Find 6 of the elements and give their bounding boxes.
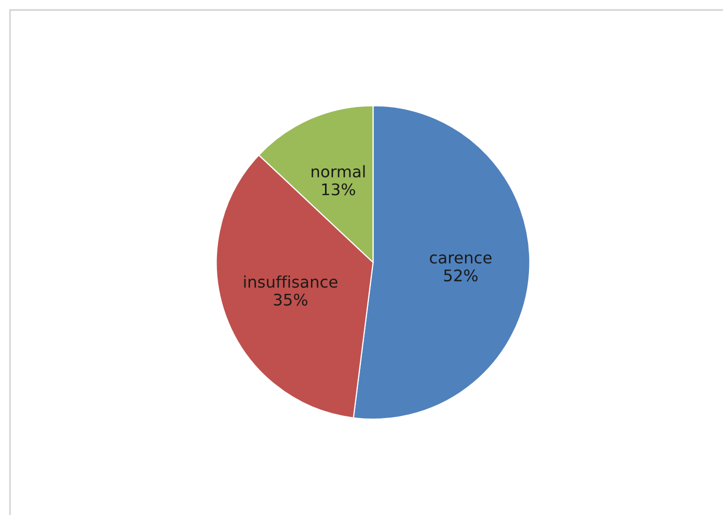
data-label: 35% [274, 294, 308, 306]
data-label: 13% [322, 183, 356, 196]
slice-label: carence [430, 254, 492, 264]
slice-label: insuffisance [244, 275, 338, 288]
data-label: 52% [444, 269, 478, 282]
slice-label: normal [312, 165, 365, 178]
